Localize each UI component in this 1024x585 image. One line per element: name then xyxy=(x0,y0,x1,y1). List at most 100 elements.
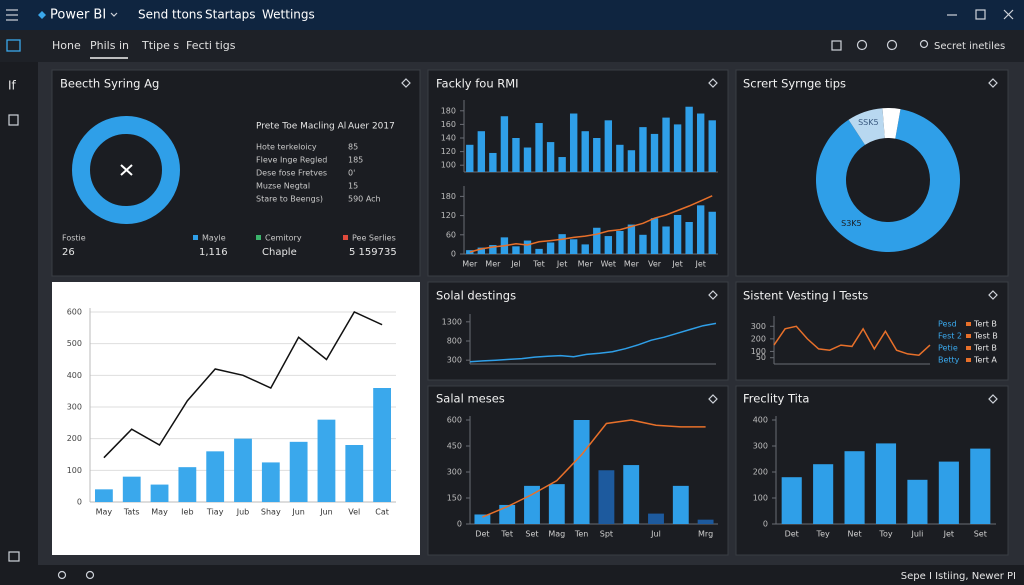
x-tick-label: Mrg xyxy=(698,530,713,539)
y-tick-label: 120 xyxy=(441,211,456,220)
bar xyxy=(95,489,113,502)
bar xyxy=(813,464,834,524)
y-tick-label: 100 xyxy=(751,347,766,356)
ribbon-tab[interactable]: Phils in xyxy=(90,39,129,52)
card-ring-icon xyxy=(120,164,133,176)
legend-swatch xyxy=(966,334,971,338)
toolbar-icon[interactable] xyxy=(856,39,868,51)
pie-slice xyxy=(815,109,961,252)
bar xyxy=(178,467,197,502)
x-tick-label: Jub xyxy=(236,508,250,517)
ribbon-tab[interactable]: Fecti tigs xyxy=(186,39,236,52)
card-row-value: 15 xyxy=(348,182,358,191)
line xyxy=(773,325,931,356)
slice-label: SSK5 xyxy=(858,118,879,127)
y-tick-label: 50 xyxy=(756,353,766,362)
card-row-value: 85 xyxy=(348,143,358,152)
card-row-label: Stare to Beengs) xyxy=(256,195,323,204)
x-tick-label: Tey xyxy=(816,530,830,539)
status-icon[interactable] xyxy=(57,570,67,580)
bar xyxy=(708,120,716,172)
sidebar-icon[interactable] xyxy=(8,114,19,126)
panel-options[interactable] xyxy=(401,78,998,404)
app-dropdown[interactable] xyxy=(110,12,118,17)
chart-panel[interactable] xyxy=(735,385,1009,556)
card-footer-value: 5 159735 xyxy=(349,247,397,258)
pie-slice xyxy=(848,108,885,145)
sidebar-icon[interactable] xyxy=(8,551,20,562)
bar xyxy=(234,438,252,502)
legend-label: Fest 2 xyxy=(938,332,962,341)
bar xyxy=(546,142,555,172)
sidebar-label[interactable]: If xyxy=(8,79,17,93)
bar xyxy=(512,246,520,254)
bar xyxy=(623,465,640,524)
card-footer-label: Cemitory xyxy=(265,234,302,243)
bar xyxy=(662,226,670,254)
close-button[interactable] xyxy=(1003,9,1014,20)
bar xyxy=(685,106,693,172)
bar xyxy=(970,448,991,524)
bar xyxy=(593,138,601,172)
chart-panel[interactable] xyxy=(52,282,420,555)
x-tick-label: Mer xyxy=(462,260,478,269)
bar xyxy=(593,227,601,254)
bar xyxy=(261,462,280,502)
x-tick-label: Det xyxy=(475,530,489,539)
x-tick-label: Net xyxy=(848,530,862,539)
line xyxy=(469,322,717,363)
maximize-button[interactable] xyxy=(975,9,986,20)
y-tick-label: 150 xyxy=(447,494,462,503)
menu-item[interactable]: Send ttons xyxy=(138,8,203,22)
menu-item[interactable]: Startaps xyxy=(205,8,256,22)
sidebar-report-icon[interactable] xyxy=(6,39,21,52)
chart-title: Solal destings xyxy=(436,289,516,303)
search-box[interactable]: Secret inetiles xyxy=(934,41,1005,52)
toolbar-icon[interactable] xyxy=(886,39,898,51)
x-tick-label: Jet xyxy=(671,260,682,269)
x-tick-label: Det xyxy=(785,530,799,539)
toolbar-icon[interactable] xyxy=(831,40,842,51)
status-icon[interactable] xyxy=(85,570,95,580)
bar xyxy=(616,230,624,254)
bar xyxy=(648,513,664,524)
chart-panel[interactable] xyxy=(427,69,729,277)
x-tick-label: Wet xyxy=(601,260,617,269)
bar xyxy=(639,234,647,254)
status-bar xyxy=(0,565,1024,585)
legend-swatch xyxy=(343,235,348,240)
bar xyxy=(489,245,497,254)
x-tick-label: Toy xyxy=(878,530,892,539)
y-tick-label: 800 xyxy=(447,337,462,346)
y-tick-label: 100 xyxy=(67,466,82,475)
menu-item[interactable]: Wettings xyxy=(262,8,315,22)
line xyxy=(469,195,713,253)
bar xyxy=(844,451,865,524)
y-tick-label: 300 xyxy=(751,322,766,331)
card-footer-value: 26 xyxy=(62,247,75,258)
card-footer-label: Fostie xyxy=(62,234,86,243)
x-tick-label: Tats xyxy=(123,508,140,517)
ribbon-tab[interactable]: Ttipe s xyxy=(141,39,179,52)
bar xyxy=(598,470,615,524)
menu-icon[interactable] xyxy=(6,9,18,21)
bar xyxy=(639,127,647,172)
bar xyxy=(650,218,659,254)
search-icon[interactable] xyxy=(919,39,929,49)
bar xyxy=(662,117,670,172)
bar xyxy=(500,116,509,172)
card-row-label: Dese fose Fretves xyxy=(256,169,327,178)
card-row-label: Fleve Inge Regled xyxy=(256,156,327,165)
bar xyxy=(317,419,336,502)
x-tick-label: Jel xyxy=(510,260,521,269)
card-ring xyxy=(72,116,180,224)
x-tick-label: Jet xyxy=(694,260,705,269)
x-tick-label: Jun xyxy=(319,508,333,517)
bar xyxy=(672,485,689,524)
y-tick-label: 120 xyxy=(441,147,456,156)
card-panel[interactable] xyxy=(51,69,421,277)
card-row-value: 0' xyxy=(348,169,355,178)
x-tick-label: Set xyxy=(525,530,538,539)
app-name[interactable]: Power BI xyxy=(50,8,106,23)
ribbon-tab[interactable]: Hone xyxy=(52,39,81,52)
